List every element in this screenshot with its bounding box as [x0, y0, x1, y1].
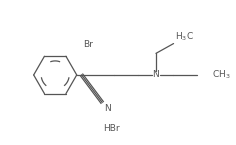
Text: N: N	[153, 70, 159, 79]
Text: HBr: HBr	[104, 124, 120, 133]
Text: H$_3$C: H$_3$C	[175, 30, 194, 43]
Text: CH$_3$: CH$_3$	[212, 69, 230, 81]
Text: Br: Br	[84, 40, 93, 49]
Text: N: N	[104, 104, 110, 113]
